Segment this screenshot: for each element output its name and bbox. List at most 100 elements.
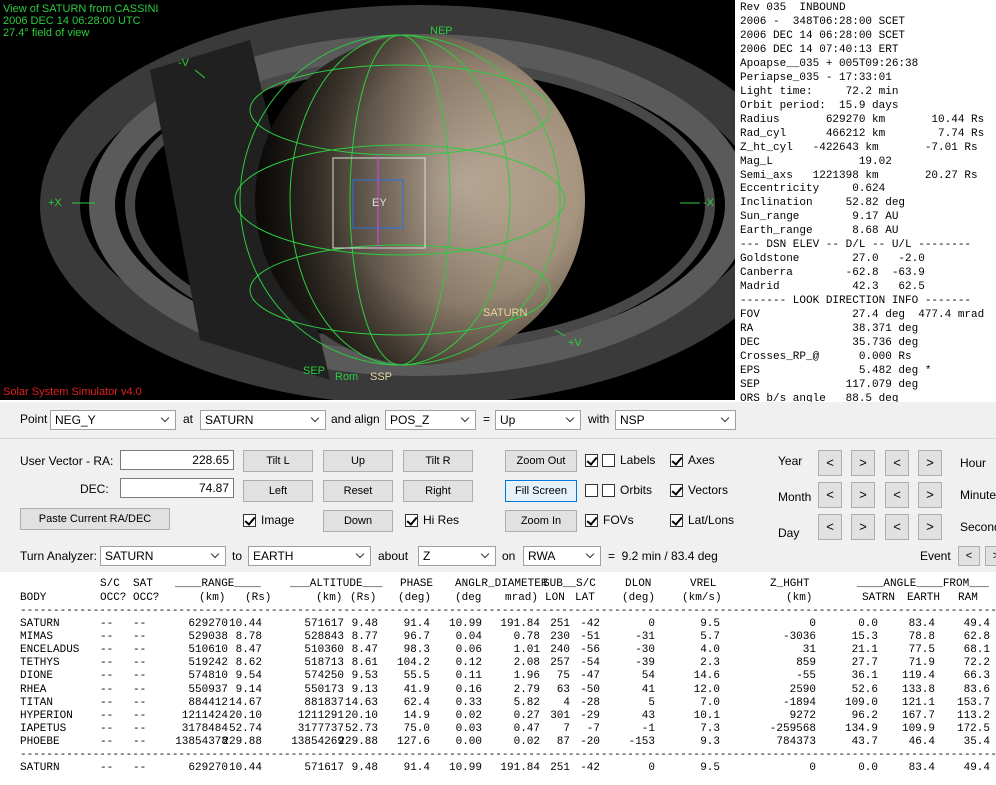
checkbox[interactable] [670, 484, 683, 497]
table-cell: 4 [563, 696, 570, 709]
info-line: Crosses_RP_@ 0.000 Rs [740, 351, 912, 363]
info-line: Eccentricity 0.624 [740, 183, 886, 196]
axis-label: Rom [335, 371, 358, 383]
step-button[interactable]: > [918, 450, 942, 476]
column-header: (deg [455, 592, 482, 604]
dropdown[interactable]: NSP [615, 410, 736, 430]
step-button[interactable]: < [885, 514, 909, 540]
time-label: Day [778, 526, 800, 540]
step-button[interactable]: < [885, 450, 909, 476]
label: at [183, 412, 194, 426]
table-cell: 54 [641, 670, 655, 683]
step-button[interactable]: < [818, 514, 842, 540]
checkbox-label: Image [261, 513, 295, 527]
step-button[interactable]: < [958, 546, 980, 566]
step-button[interactable]: < [818, 482, 842, 508]
ra-input[interactable]: 228.65 [120, 450, 234, 470]
column-header: PHASE [400, 578, 434, 590]
dropdown[interactable]: EARTH [248, 546, 371, 566]
checkbox[interactable] [585, 484, 598, 497]
dropdown[interactable]: POS_Z [385, 410, 476, 430]
step-button[interactable]: > [985, 546, 996, 566]
table-cell: 49.4 [963, 618, 990, 630]
table-cell: 0 [809, 618, 816, 630]
button[interactable]: Up [323, 450, 393, 472]
table-cell: -- [100, 696, 114, 709]
table-cell: 133.8 [901, 683, 935, 696]
label: and align [331, 412, 380, 426]
button[interactable]: Down [323, 510, 393, 532]
button[interactable]: Left [243, 480, 313, 502]
table-cell: 52.6 [851, 683, 878, 696]
step-button[interactable]: < [885, 482, 909, 508]
table-cell: 9.5 [700, 762, 720, 774]
time-label: Month [778, 490, 812, 504]
column-header: Z_HGHT [770, 578, 810, 590]
button[interactable]: Fill Screen [505, 480, 577, 502]
table-cell: -50 [580, 683, 600, 696]
checkbox[interactable] [405, 514, 418, 527]
table-cell: 1.01 [513, 644, 540, 657]
table-cell: -- [100, 762, 114, 774]
table-cell: -39 [635, 657, 655, 670]
table-cell: 14.9 [403, 709, 430, 722]
table-cell: 8.62 [235, 657, 262, 670]
checkbox[interactable] [602, 454, 615, 467]
button[interactable]: Zoom In [505, 510, 577, 532]
info-line: EPS 5.482 deg * [740, 364, 932, 377]
table-cell: 571617 [304, 762, 344, 774]
table-cell: 10.44 [228, 618, 262, 630]
info-line: Sun_range 9.17 AU [740, 211, 899, 224]
dec-input[interactable]: 74.87 [120, 478, 234, 498]
time-label: Year [778, 454, 803, 468]
control-panel: Point NEG_Y at SATURN and align POS_Z = … [0, 402, 996, 572]
checkbox[interactable] [602, 484, 615, 497]
table-cell: 75.0 [403, 722, 430, 735]
dropdown[interactable]: RWA [523, 546, 601, 566]
checkbox[interactable] [670, 514, 683, 527]
button[interactable]: Tilt R [403, 450, 473, 472]
table-cell: -- [100, 631, 114, 644]
table-cell: 35.4 [963, 735, 990, 748]
checkbox[interactable] [243, 514, 256, 527]
step-button[interactable]: > [918, 482, 942, 508]
table-cell: 3178484 [181, 722, 228, 735]
step-button[interactable]: > [851, 450, 875, 476]
checkbox-label: Orbits [620, 483, 653, 497]
info-line: Goldstone 27.0 -2.0 [740, 253, 925, 266]
dropdown[interactable]: SATURN [200, 410, 326, 430]
step-button[interactable]: > [851, 514, 875, 540]
label: on [502, 549, 516, 563]
info-line: Apoapse__035 + 005T09:26:38 [740, 57, 919, 70]
axis-label: EY [372, 197, 387, 209]
dropdown[interactable]: NEG_Y [50, 410, 176, 430]
dropdown[interactable]: Up [495, 410, 581, 430]
step-button[interactable]: < [818, 450, 842, 476]
column-header: SAT [133, 578, 153, 590]
dropdown[interactable]: Z [418, 546, 496, 566]
button[interactable]: Right [403, 480, 473, 502]
button[interactable]: Paste Current RA/DEC [20, 508, 170, 530]
column-header: (deg) [622, 592, 656, 604]
axis-label: -X [703, 197, 715, 209]
step-button[interactable]: > [851, 482, 875, 508]
table-cell: -30 [635, 644, 655, 657]
dropdown[interactable]: SATURN [100, 546, 226, 566]
info-line: 2006 DEC 14 06:28:00 SCET [740, 29, 906, 42]
checkbox[interactable] [585, 514, 598, 527]
label: DEC: [80, 482, 109, 496]
table-cell: 55.5 [403, 670, 430, 683]
label: Point [20, 412, 48, 426]
checkbox[interactable] [670, 454, 683, 467]
button[interactable]: Zoom Out [505, 450, 577, 472]
table-cell: 8.61 [351, 657, 378, 670]
table-cell: -- [133, 696, 147, 709]
table-cell: 10.44 [228, 762, 262, 774]
button[interactable]: Reset [323, 480, 393, 502]
table-cell: 52.74 [228, 722, 262, 735]
button[interactable]: Tilt L [243, 450, 313, 472]
checkbox[interactable] [585, 454, 598, 467]
step-button[interactable]: > [918, 514, 942, 540]
table-cell: -- [133, 683, 147, 696]
